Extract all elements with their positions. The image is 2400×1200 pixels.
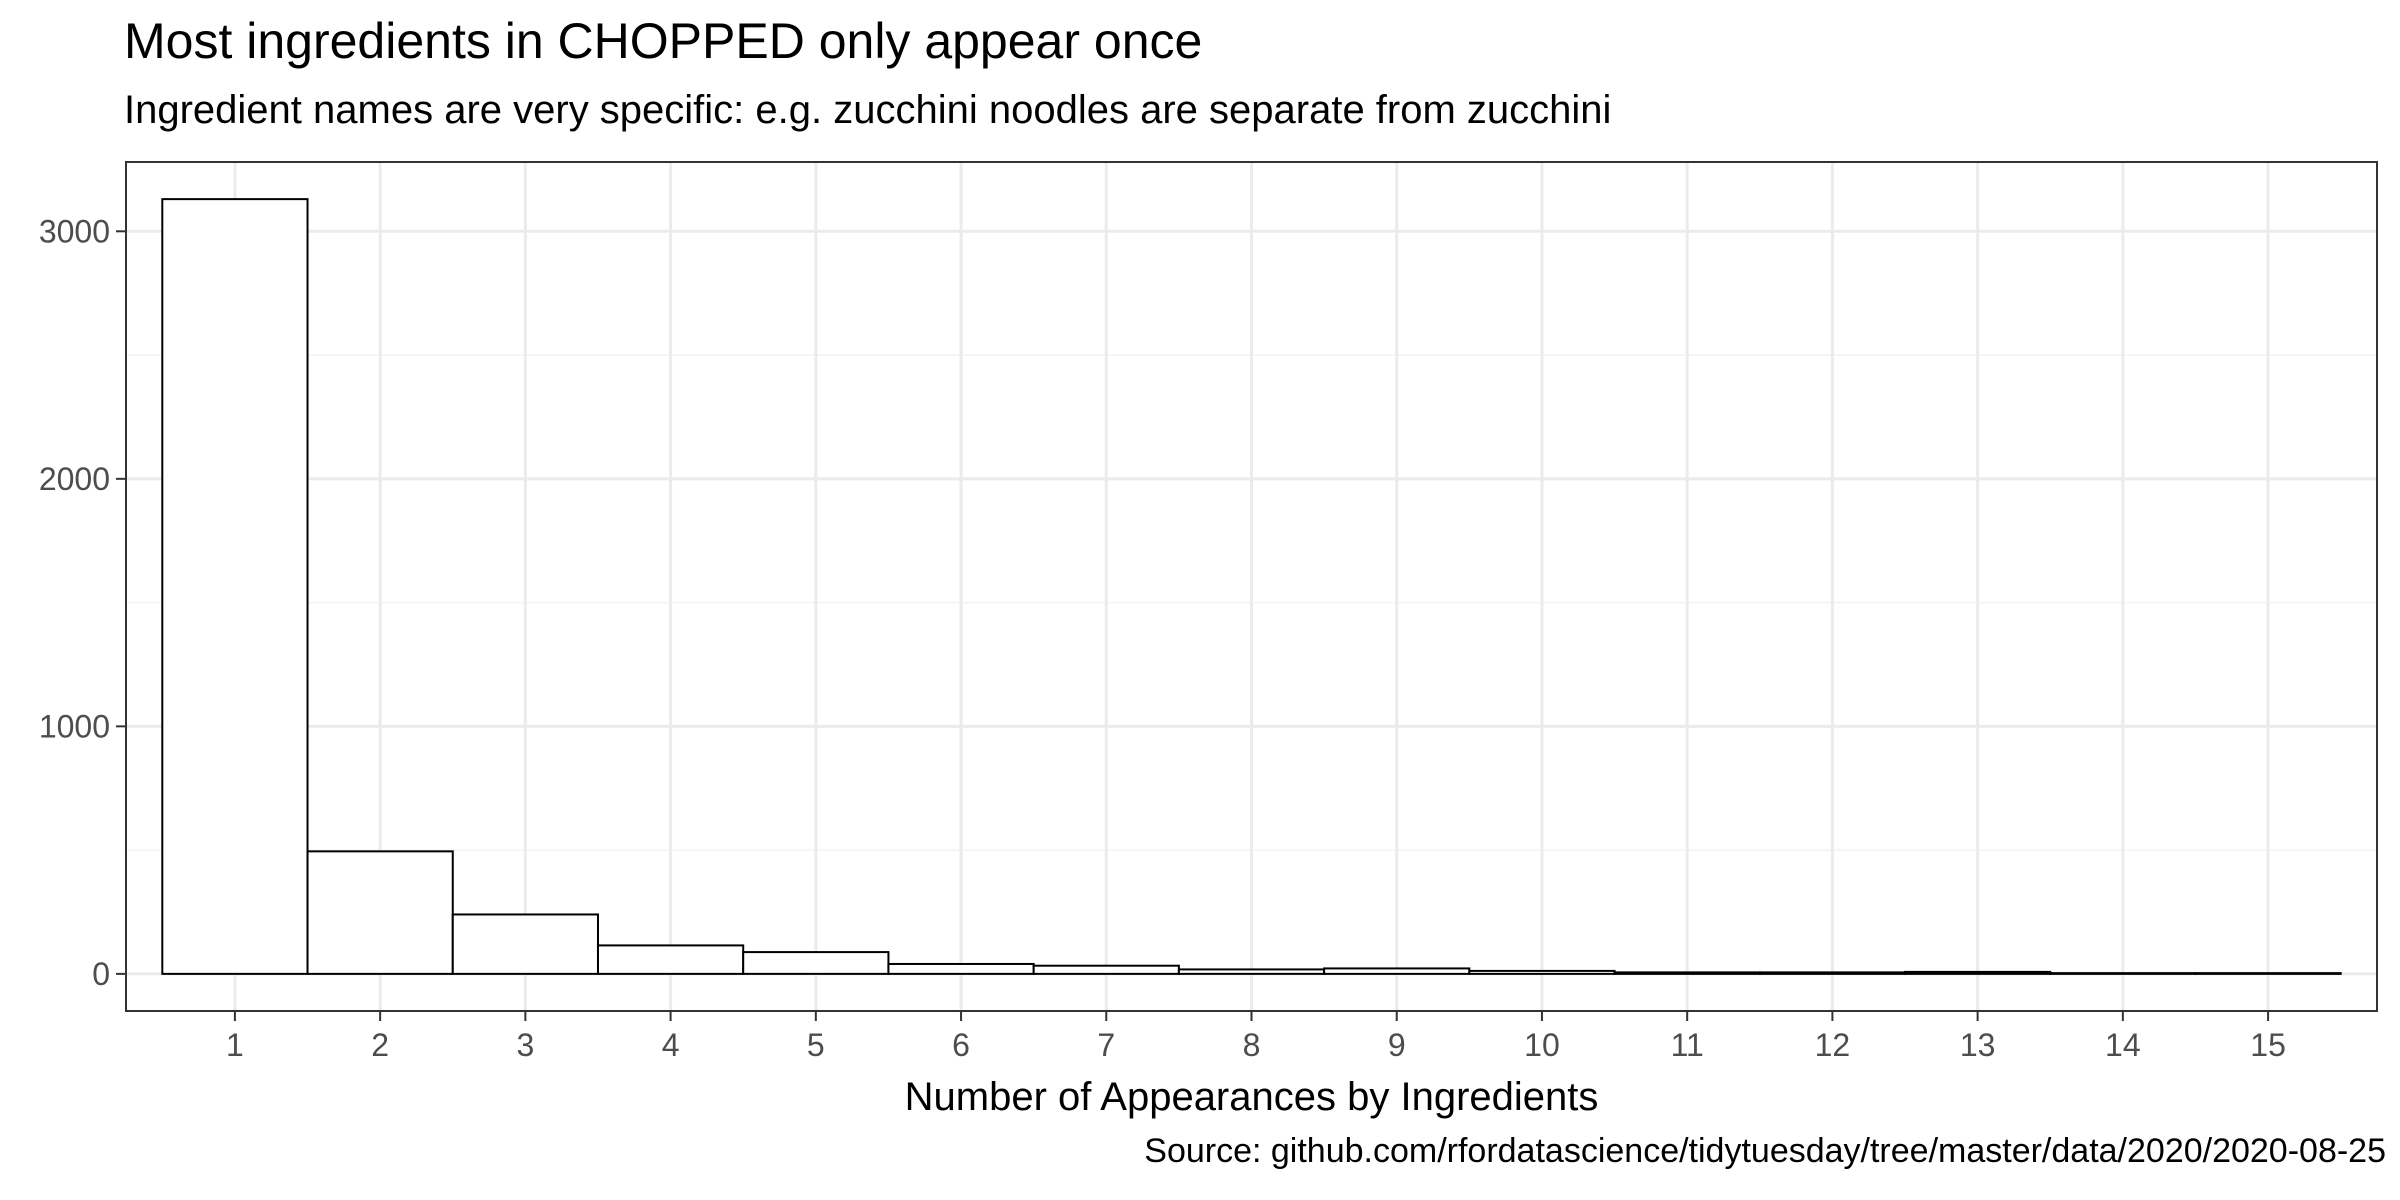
chart-subtitle: Ingredient names are very specific: e.g.… bbox=[124, 88, 1612, 132]
bar-4 bbox=[596, 944, 745, 975]
x-tick-label: 13 bbox=[1960, 1027, 1996, 1063]
bar-11 bbox=[1613, 971, 1761, 975]
x-tick-label: 12 bbox=[1815, 1027, 1851, 1063]
bar-9 bbox=[1323, 967, 1471, 975]
x-tick-label: 7 bbox=[1097, 1027, 1115, 1063]
y-tick-label: 3000 bbox=[39, 213, 110, 249]
y-axis-ticks: 0 1000 2000 3000 bbox=[39, 213, 126, 992]
bar-14 bbox=[2049, 972, 2197, 975]
x-tick-label: 10 bbox=[1524, 1027, 1560, 1063]
x-tick-label: 14 bbox=[2105, 1027, 2141, 1063]
bar-10 bbox=[1468, 969, 1616, 975]
bar-7 bbox=[1032, 964, 1180, 975]
x-tick-label: 4 bbox=[662, 1027, 680, 1063]
bar-12 bbox=[1758, 971, 1907, 975]
bar-5 bbox=[742, 951, 890, 975]
bar-8 bbox=[1177, 968, 1326, 975]
y-tick-label: 2000 bbox=[39, 461, 110, 497]
bar-15 bbox=[2194, 972, 2342, 975]
x-axis-ticks: 1 2 3 4 5 6 7 8 9 10 11 12 13 14 15 bbox=[226, 1011, 2286, 1063]
grid-lines bbox=[126, 162, 2377, 1011]
bars bbox=[161, 198, 2342, 975]
bar-13 bbox=[1904, 970, 2052, 975]
x-axis-title: Number of Appearances by Ingredients bbox=[905, 1075, 1599, 1119]
chart-title: Most ingredients in CHOPPED only appear … bbox=[124, 13, 1203, 69]
x-tick-label: 6 bbox=[952, 1027, 970, 1063]
x-tick-label: 11 bbox=[1671, 1027, 1704, 1063]
x-tick-label: 9 bbox=[1388, 1027, 1406, 1063]
x-tick-label: 8 bbox=[1243, 1027, 1261, 1063]
source-caption: Source: github.com/rfordatascience/tidyt… bbox=[1144, 1132, 2386, 1170]
bar-1 bbox=[161, 198, 309, 975]
y-tick-label: 1000 bbox=[39, 708, 110, 744]
bar-6 bbox=[887, 962, 1035, 975]
x-tick-label: 5 bbox=[807, 1027, 825, 1063]
bar-3 bbox=[451, 913, 599, 975]
x-tick-label: 2 bbox=[371, 1027, 389, 1063]
x-tick-label: 3 bbox=[516, 1027, 534, 1063]
y-tick-label: 0 bbox=[92, 956, 110, 992]
x-tick-label: 15 bbox=[2250, 1027, 2286, 1063]
bar-2 bbox=[306, 850, 454, 975]
x-tick-label: 1 bbox=[226, 1027, 244, 1063]
